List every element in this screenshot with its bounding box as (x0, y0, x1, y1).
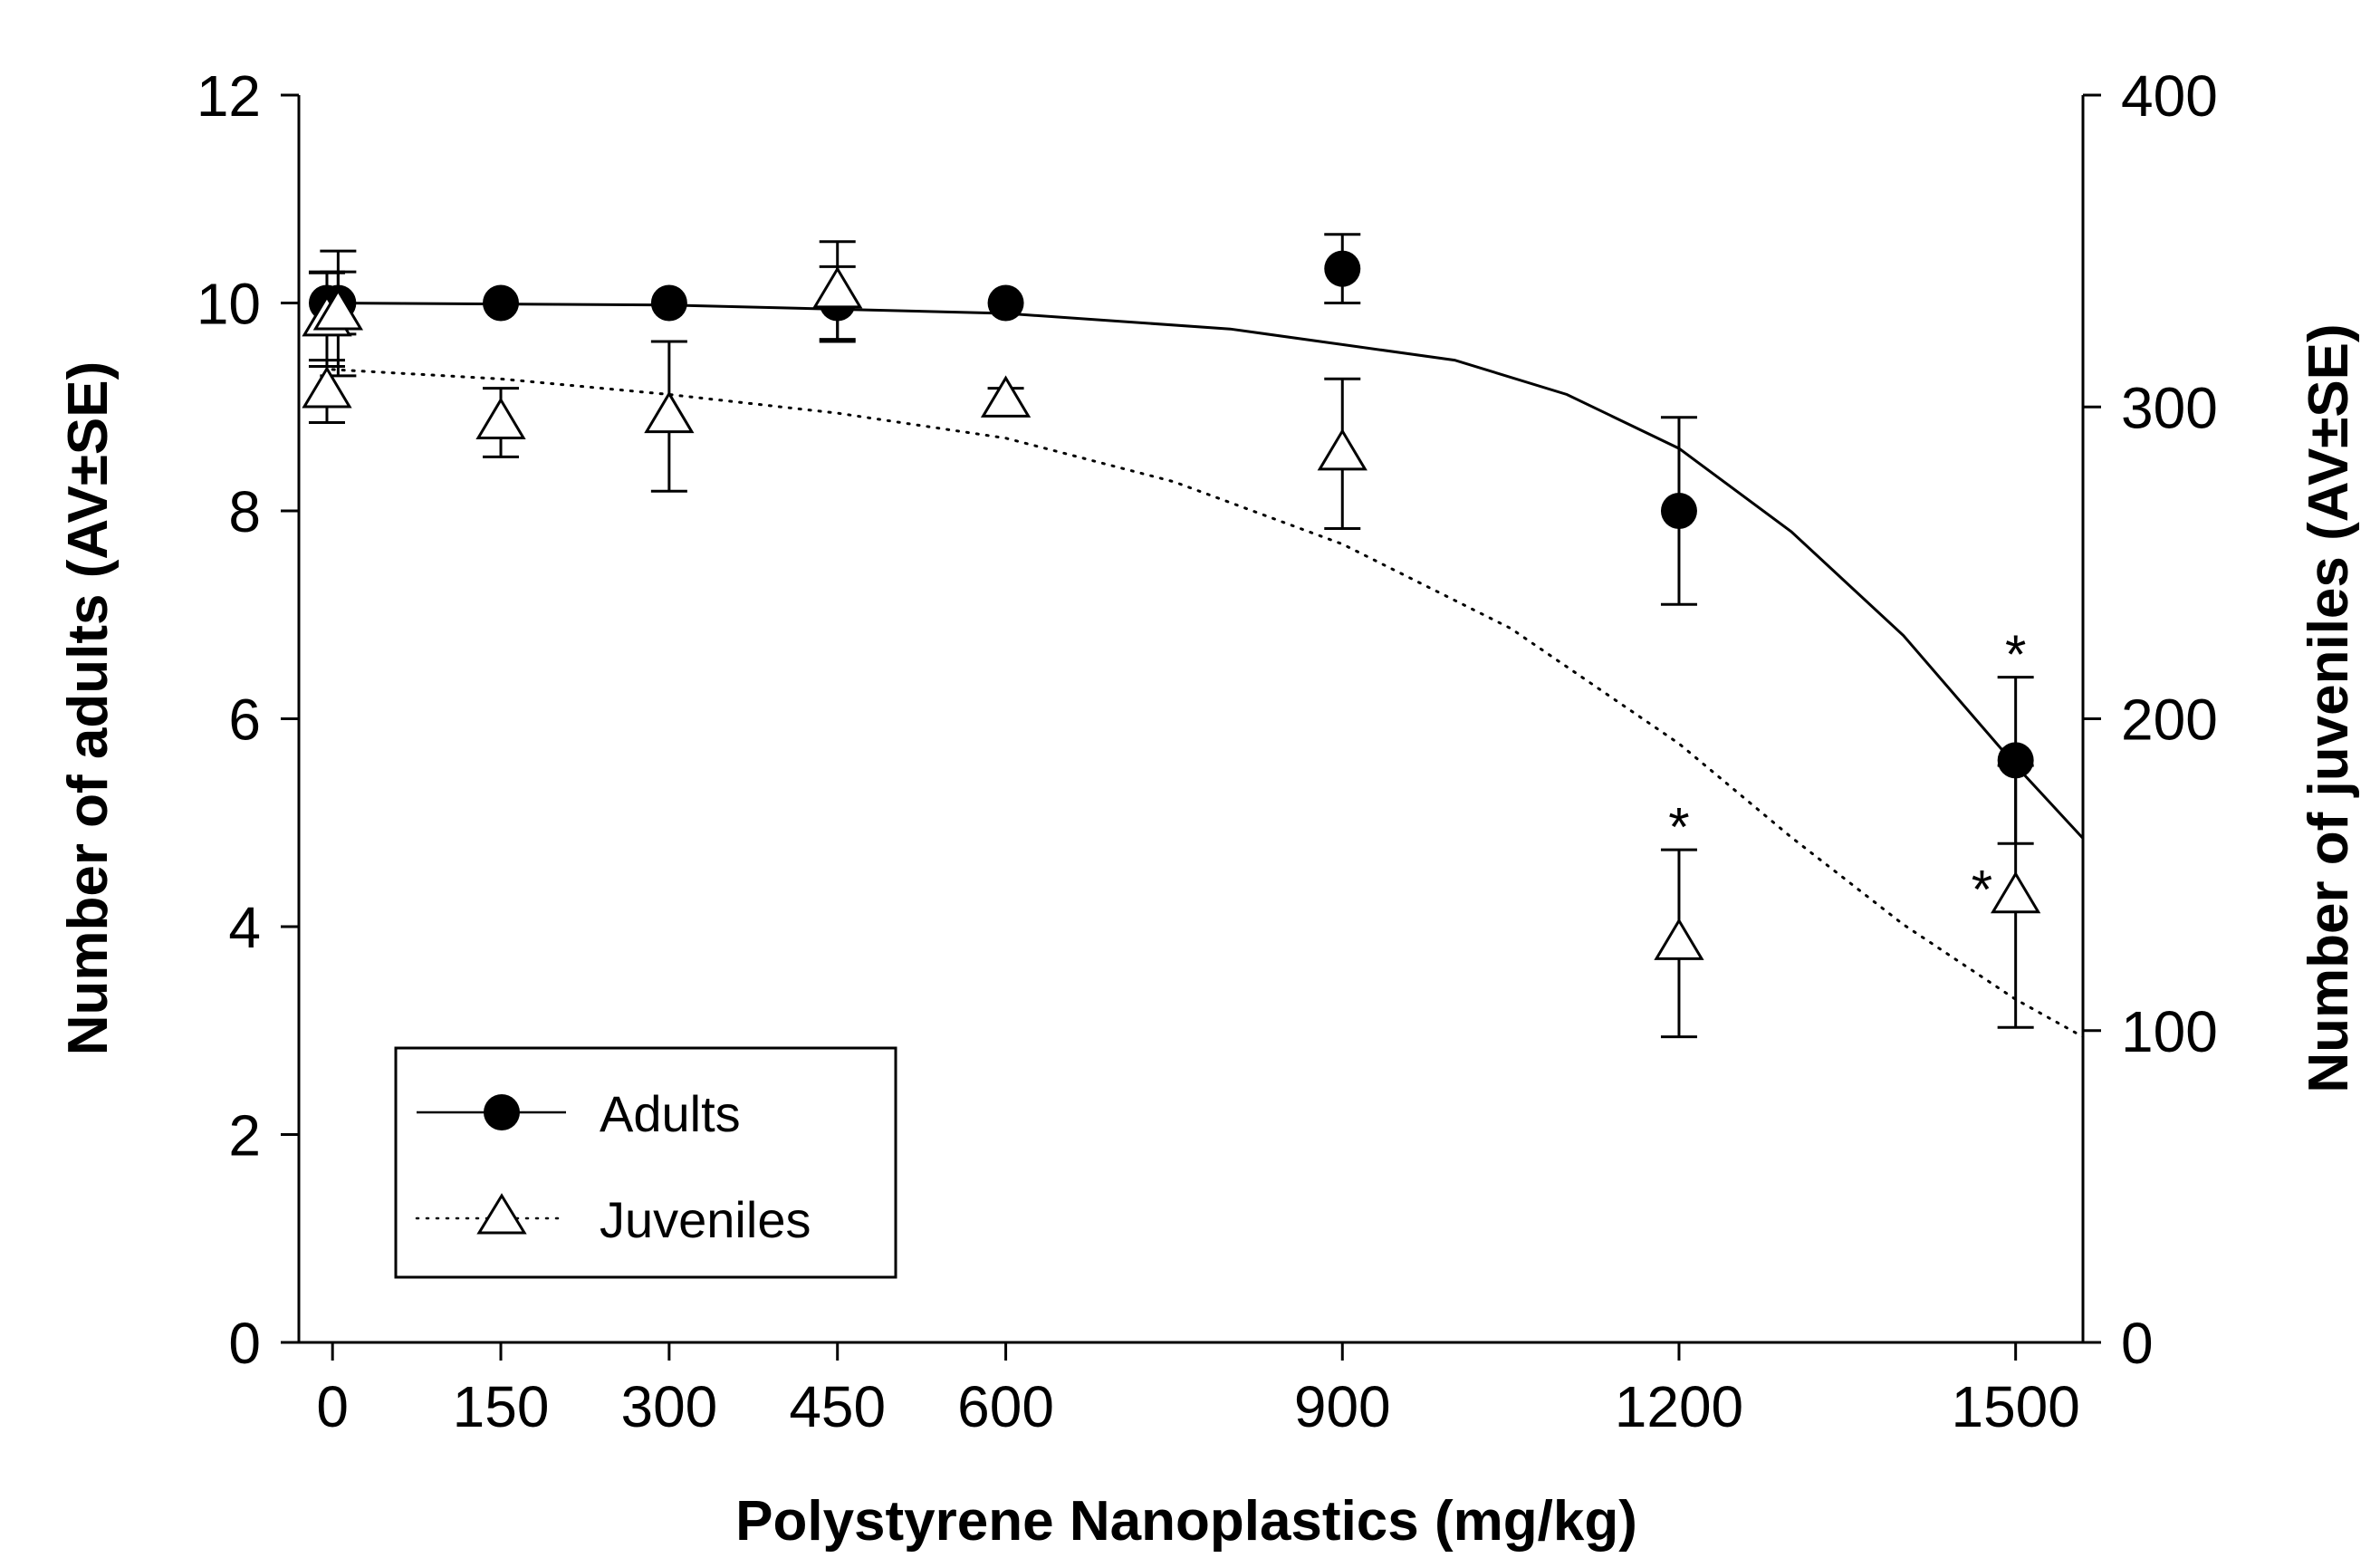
x-tick-label: 450 (789, 1374, 886, 1439)
y-left-tick-label: 2 (228, 1103, 261, 1168)
adults-point (650, 284, 687, 322)
error-bars (308, 233, 2034, 1039)
juveniles-point (302, 366, 352, 409)
juveniles-point (980, 375, 1032, 418)
x-tick-label: 0 (316, 1374, 349, 1439)
x-tick-label: 1200 (1615, 1374, 1743, 1439)
legend-juveniles-label: Juveniles (600, 1191, 811, 1248)
y-left-tick-label: 6 (228, 688, 261, 753)
legend: Adults Juveniles (394, 1046, 897, 1279)
y-left-tick-label: 4 (228, 895, 261, 960)
juveniles-point (312, 288, 364, 331)
x-tick-label: 900 (1294, 1374, 1391, 1439)
legend-juveniles-marker (476, 1193, 527, 1235)
significance-star: * (1668, 797, 1689, 858)
y-right-tick-label: 400 (2121, 63, 2218, 129)
significance-star: * (2005, 624, 2026, 685)
y-right-tick-label: 100 (2121, 999, 2218, 1064)
adults-point (1324, 250, 1361, 287)
juveniles-point (1991, 870, 2041, 914)
y-left-tick-label: 8 (228, 479, 261, 544)
legend-adults-marker (484, 1094, 520, 1130)
markers (302, 250, 2041, 960)
y-right-tick-label: 300 (2121, 375, 2218, 440)
adults-point (1660, 493, 1697, 529)
legend-box (394, 1046, 897, 1279)
x-tick-label: 150 (453, 1374, 550, 1439)
y-left-axis-title: Number of adults (AV±SE) (57, 361, 120, 1056)
x-tick-label: 1500 (1951, 1374, 2079, 1439)
y-right-tick-label: 0 (2121, 1311, 2154, 1376)
adults-fit-line (332, 302, 2085, 840)
y-left-tick-label: 0 (228, 1311, 261, 1376)
adults-point (483, 284, 520, 322)
x-axis-ticks: 0 150 300 450 600 900 1200 1500 (316, 1342, 2080, 1439)
y-left-axis-ticks: 0 2 4 6 8 10 12 (197, 63, 299, 1376)
juveniles-point (812, 265, 863, 309)
significance-star: * (1972, 860, 1992, 920)
annotations: * * * (1668, 624, 2026, 919)
y-right-axis-ticks: 0 100 200 300 400 (2083, 63, 2218, 1376)
x-tick-label: 300 (620, 1374, 717, 1439)
x-tick-label: 600 (957, 1374, 1054, 1439)
fit-lines (331, 302, 2085, 1039)
adults-point (987, 284, 1024, 322)
y-right-tick-label: 200 (2121, 688, 2218, 753)
y-left-tick-label: 10 (197, 272, 261, 337)
adults-point (1997, 742, 2034, 779)
juveniles-point (644, 390, 695, 434)
juveniles-point (475, 397, 526, 439)
y-left-tick-label: 12 (197, 63, 261, 129)
legend-adults-label: Adults (600, 1085, 741, 1142)
juveniles-point (1317, 428, 1368, 471)
y-right-axis-title: Number of juveniles (AV±SE) (2298, 323, 2360, 1092)
juveniles-point (1654, 918, 1704, 960)
x-axis-title: Polystyrene Nanoplastics (mg/kg) (735, 1490, 1637, 1553)
juveniles-fit-line (331, 368, 2085, 1039)
